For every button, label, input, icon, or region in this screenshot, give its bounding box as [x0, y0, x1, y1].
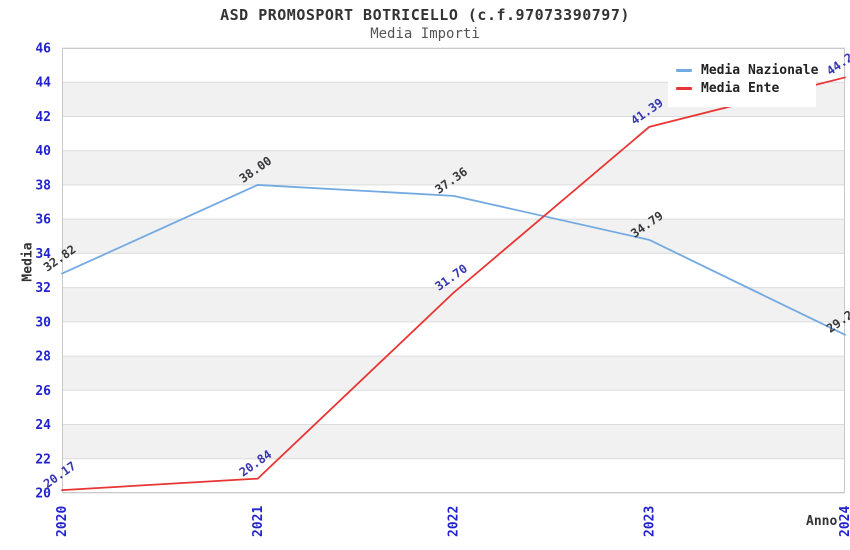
- grid-band: [62, 356, 845, 391]
- y-tick-label: 34: [35, 247, 51, 262]
- y-tick-label: 26: [35, 384, 51, 399]
- y-tick-label: 20: [35, 487, 51, 502]
- legend-label: Media Nazionale: [701, 63, 819, 78]
- grid-band: [62, 253, 845, 288]
- grid-band: [62, 321, 845, 357]
- grid-band: [62, 458, 845, 493]
- legend-item-media-nazionale: Media Nazionale: [676, 63, 819, 78]
- x-tick-label: 2024: [838, 506, 850, 537]
- legend-label: Media Ente: [701, 81, 780, 96]
- grid-band: [62, 219, 845, 254]
- chart-subtitle: Media Importi: [370, 26, 480, 42]
- legend-swatch-media-nazionale: [676, 69, 692, 72]
- plot-border: [62, 48, 845, 493]
- grid-band: [62, 150, 845, 185]
- grid-band: [62, 116, 845, 151]
- y-axis-title: Media: [20, 242, 36, 282]
- x-tick-label: 2021: [251, 506, 266, 537]
- y-tick-label: 36: [35, 213, 51, 228]
- y-tick-label: 28: [35, 350, 51, 365]
- x-axis-title: Anno: [806, 514, 838, 529]
- x-tick-label: 2022: [447, 506, 462, 537]
- x-tick-label: 2020: [55, 506, 70, 537]
- y-tick-label: 32: [35, 281, 51, 296]
- grid-band: [62, 424, 845, 459]
- y-tick-label: 40: [35, 144, 51, 159]
- legend-swatch-media-ente: [676, 87, 692, 90]
- y-tick-label: 24: [35, 418, 51, 433]
- y-tick-label: 42: [35, 110, 51, 125]
- y-tick-label: 38: [35, 178, 51, 193]
- series-line-media-ente: [61, 76, 846, 491]
- grid-band: [62, 184, 845, 220]
- grid-band: [62, 390, 845, 425]
- legend-item-media-ente: Media Ente: [676, 81, 816, 96]
- x-tick-label: 2023: [642, 506, 657, 537]
- y-tick-label: 22: [35, 452, 51, 467]
- y-tick-label: 44: [35, 76, 51, 91]
- y-tick-label: 46: [35, 42, 51, 57]
- legend: Media Nazionale Media Ente: [668, 52, 819, 107]
- series-line-media-nazionale: [61, 184, 846, 336]
- y-tick-label: 30: [35, 315, 51, 330]
- chart-title: ASD PROMOSPORT BOTRICELLO (c.f.970733907…: [220, 6, 630, 24]
